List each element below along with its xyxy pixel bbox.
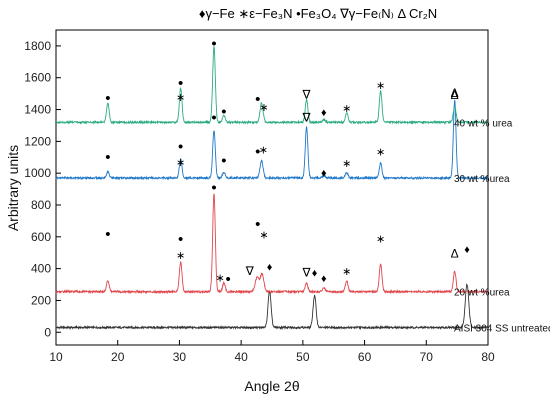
phase-marker: ∗ bbox=[259, 102, 268, 114]
phase-marker: • bbox=[255, 144, 260, 161]
y-tick-label: 1200 bbox=[24, 134, 51, 148]
y-tick-label: 400 bbox=[31, 262, 51, 276]
phase-marker: • bbox=[226, 271, 231, 288]
series-line bbox=[55, 99, 489, 181]
y-tick-label: 0 bbox=[44, 325, 51, 339]
phase-marker: ∗ bbox=[176, 250, 185, 262]
series-line bbox=[55, 283, 489, 331]
phase-marker: • bbox=[221, 152, 226, 169]
phase-marker: ∗ bbox=[216, 272, 225, 284]
y-tick-label: 1600 bbox=[24, 71, 51, 85]
series-line bbox=[55, 193, 489, 295]
phase-marker: • bbox=[178, 231, 183, 248]
phase-marker: ∗ bbox=[259, 229, 268, 241]
x-tick-label: 30 bbox=[173, 350, 187, 364]
y-axis: 0 200 400 600 800 1000 1200 1400 1600 1800 bbox=[24, 39, 61, 339]
x-tick-label: 40 bbox=[234, 350, 248, 364]
phase-marker: • bbox=[211, 179, 216, 196]
phase-marker: ♦ bbox=[321, 167, 327, 179]
series-label: 20 wt %urea bbox=[454, 288, 510, 299]
y-axis-title: Arbitrary units bbox=[5, 145, 21, 231]
y-tick-label: 200 bbox=[31, 293, 51, 307]
x-tick-label: 70 bbox=[420, 350, 434, 364]
phase-marker: • bbox=[255, 216, 260, 233]
x-tick-label: 80 bbox=[481, 350, 495, 364]
phase-marker: ∗ bbox=[259, 144, 268, 156]
phase-marker: Δ bbox=[451, 247, 459, 261]
phase-marker: ∗ bbox=[176, 157, 185, 169]
y-tick-label: 1800 bbox=[24, 39, 51, 53]
y-tick-label: 600 bbox=[31, 230, 51, 244]
x-axis: 10 20 30 40 50 60 70 80 bbox=[49, 340, 495, 364]
chart-legend: ♦γ−Fe ∗ε−Fe₃N •Fe₃O₄ ∇γ−Fe₍N₎ Δ Cr₂N bbox=[199, 6, 437, 21]
x-tick-label: 50 bbox=[296, 350, 310, 364]
phase-marker: Δ bbox=[451, 86, 459, 100]
series-label: 30 wt %urea bbox=[454, 174, 510, 185]
x-tick-label: 20 bbox=[111, 350, 125, 364]
plot-frame bbox=[55, 29, 489, 346]
phase-marker: ♦ bbox=[267, 261, 273, 273]
phase-marker: ∇ bbox=[302, 266, 312, 280]
phase-marker: • bbox=[105, 226, 110, 243]
phase-marker: • bbox=[105, 149, 110, 166]
phase-marker: ♦ bbox=[321, 273, 327, 285]
series-labels: AISI 304 SS untreated 20 wt %urea 30 wt %u… bbox=[454, 118, 550, 334]
x-axis-title: Angle 2θ bbox=[244, 378, 299, 394]
x-tick-label: 60 bbox=[358, 350, 372, 364]
phase-marker: • bbox=[178, 75, 183, 92]
phase-marker: ∇ bbox=[302, 87, 312, 101]
phase-marker: ∗ bbox=[376, 80, 385, 92]
phase-marker: ♦ bbox=[312, 268, 318, 280]
x-tick-label: 10 bbox=[49, 350, 63, 364]
phase-marker: ∗ bbox=[376, 233, 385, 245]
phase-marker: • bbox=[221, 104, 226, 121]
phase-marker: • bbox=[105, 90, 110, 107]
phase-marker: ∇ bbox=[245, 264, 255, 278]
phase-markers: ♦♦♦• •∗•∗ • ∇•∗∇ ♦∗∗Δ••∗•••∗∇♦∗∗Δ••∗•••∗∇♦ ∗∗… bbox=[105, 35, 470, 287]
series-label: AISI 304 SS untreated bbox=[454, 324, 550, 335]
phase-marker: ♦ bbox=[464, 244, 470, 256]
y-tick-label: 1000 bbox=[24, 166, 51, 180]
phase-marker: Δ bbox=[451, 88, 459, 102]
phase-marker: ∇ bbox=[302, 111, 312, 125]
phase-marker: ∗ bbox=[342, 103, 351, 115]
y-tick-label: 1400 bbox=[24, 103, 51, 117]
phase-marker: • bbox=[211, 35, 216, 52]
phase-marker: • bbox=[255, 91, 260, 108]
series-line bbox=[55, 46, 489, 125]
phase-marker: ♦ bbox=[321, 107, 327, 119]
series-label: 40 wt % urea bbox=[454, 118, 513, 129]
phase-marker: ∗ bbox=[342, 158, 351, 170]
phase-marker: ∗ bbox=[176, 92, 185, 104]
series-layer bbox=[55, 46, 489, 331]
phase-marker: • bbox=[211, 109, 216, 126]
phase-marker: ∗ bbox=[376, 147, 385, 159]
phase-marker: ∗ bbox=[342, 266, 351, 278]
y-tick-label: 800 bbox=[31, 198, 51, 212]
phase-marker: • bbox=[178, 139, 183, 156]
